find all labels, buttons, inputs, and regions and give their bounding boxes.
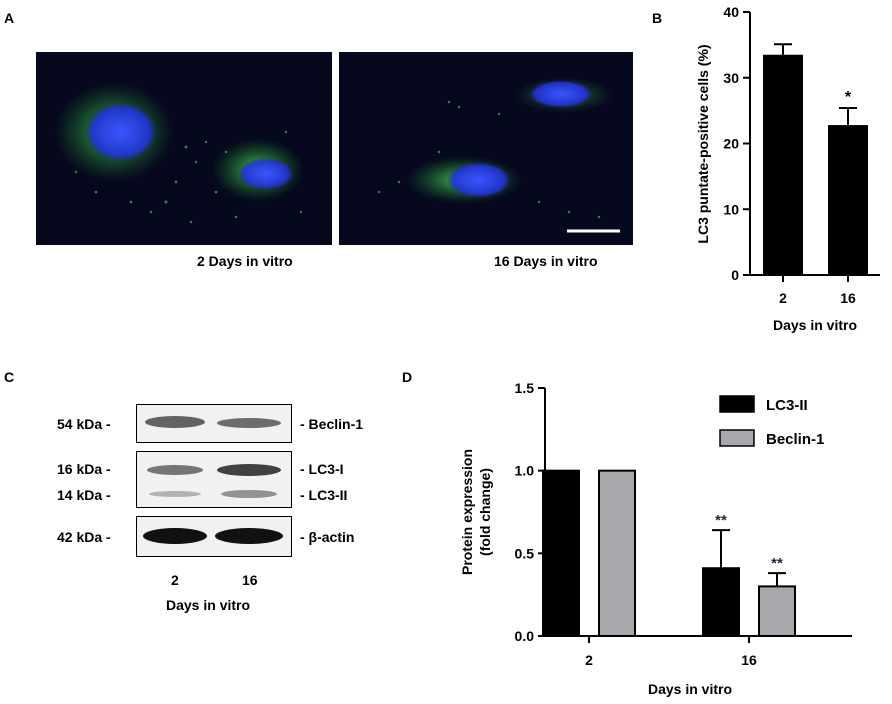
- micrograph-16-days-image: [377, 77, 620, 233]
- chart-d-ytick-label-3: 1.5: [515, 380, 535, 396]
- label-actin: - β-actin: [300, 529, 355, 545]
- caption-16-days: 16 Days in vitro: [494, 253, 598, 269]
- chart-b-ytick-label-2: 20: [723, 136, 739, 152]
- chart-d-significance-0-1: **: [715, 512, 727, 529]
- micrograph-2-days-image: [54, 82, 304, 224]
- lane-2-label: 2: [171, 572, 179, 588]
- caption-2-days: 2 Days in vitro: [197, 253, 293, 269]
- chart-d-xlabel: Days in vitro: [648, 681, 732, 697]
- chart-d-legend-swatch-1: [719, 429, 755, 447]
- chart-b-ytick-label-1: 10: [723, 201, 739, 217]
- chart-d-legend-swatch-0: [719, 395, 755, 413]
- micrograph-2-days: [36, 52, 332, 245]
- blot-lc3: [136, 451, 292, 508]
- panel-c-letter: C: [4, 369, 15, 385]
- chart-b-significance-1: *: [845, 89, 852, 106]
- chart-d-ylabel-line1: Protein expression: [459, 449, 475, 575]
- chart-b-ytick-label-0: 0: [731, 267, 739, 283]
- chart-d-ytick-label-0: 0.0: [515, 628, 535, 644]
- chart-b-ytick-label-4: 40: [723, 4, 739, 20]
- chart-b-xlabel: Days in vitro: [773, 317, 857, 333]
- chart-d-bar-0-0: [542, 469, 580, 637]
- label-lc3-i: - LC3-I: [300, 461, 344, 477]
- kda-42: 42 kDa -: [57, 529, 111, 545]
- panel-b-letter: B: [652, 10, 663, 26]
- chart-d-ytick-label-2: 1.0: [515, 463, 535, 479]
- label-lc3-ii: - LC3-II: [300, 487, 348, 503]
- chart-d-ylabel-line2: (fold change): [477, 468, 493, 556]
- chart-b-bar-0: [763, 54, 803, 275]
- chart-b-bar-1: [828, 125, 868, 275]
- chart-d-legend-label-1: Beclin-1: [766, 431, 824, 448]
- chart-b-ylabel: LC3 puntate-positive cells (%): [695, 44, 711, 243]
- chart-b: 0 10 20 30 40 * 2 16 LC3 puntate-positive cel…: [695, 4, 880, 333]
- blot-actin: [136, 516, 292, 557]
- kda-16: 16 kDa -: [57, 461, 111, 477]
- kda-54: 54 kDa -: [57, 416, 111, 432]
- blot-xlabel: Days in vitro: [166, 597, 251, 613]
- kda-14: 14 kDa -: [57, 487, 111, 503]
- micrograph-16-days: [339, 52, 633, 245]
- chart-d-ytick-label-1: 0.5: [515, 545, 535, 561]
- chart-b-xtick-label-1: 16: [840, 290, 856, 306]
- chart-d-bar-1-1: [758, 585, 796, 637]
- chart-b-xtick-label-0: 2: [779, 290, 787, 306]
- chart-d-bar-0-1: [702, 567, 740, 637]
- panel-d-letter: D: [402, 369, 413, 385]
- blot-beclin: [136, 404, 292, 443]
- label-beclin: - Beclin-1: [300, 416, 364, 432]
- chart-d-xtick-label-0: 2: [585, 652, 593, 668]
- lane-16-label: 16: [242, 572, 258, 588]
- chart-d: 0.0 0.5 1.0 1.5 ** ** 2 16 LC3-II Beclin-1 Pro…: [459, 380, 852, 697]
- panel-a-letter: A: [4, 10, 15, 26]
- chart-b-ytick-label-3: 30: [723, 70, 739, 86]
- chart-d-bar-1-0: [598, 469, 636, 637]
- chart-d-legend-label-0: LC3-II: [766, 397, 808, 414]
- chart-d-significance-1-1: **: [771, 555, 783, 572]
- chart-d-xtick-label-1: 16: [741, 652, 757, 668]
